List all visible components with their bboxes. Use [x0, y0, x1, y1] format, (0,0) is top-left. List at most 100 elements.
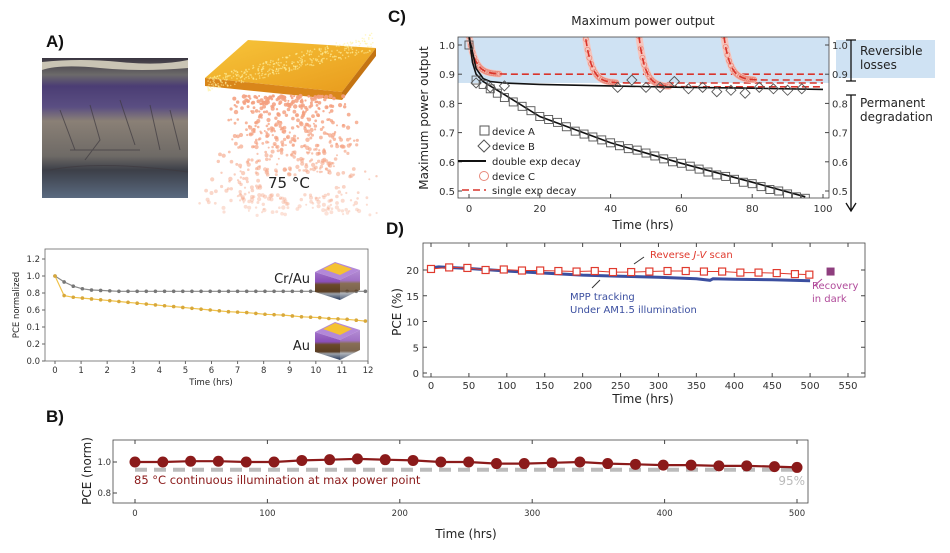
gold-speckle: [371, 37, 374, 40]
gold-speckle: [291, 61, 294, 63]
gold-particle: [351, 167, 356, 171]
device-a-point: [641, 148, 651, 158]
gold-speckle: [370, 45, 373, 48]
gold-speckle: [234, 83, 236, 86]
gold-speckle: [365, 52, 367, 54]
gold-particle: [259, 106, 264, 111]
gold-speckle: [306, 63, 309, 65]
gold-speckle: [262, 62, 265, 64]
gold-speckle: [225, 81, 227, 84]
gold-particle: [314, 196, 318, 200]
data-point-au: [144, 302, 149, 306]
gold-particle: [255, 142, 259, 145]
gold-speckle: [257, 73, 260, 75]
x-tick-label: 100: [259, 509, 275, 519]
gold-particle: [368, 178, 371, 181]
gold-particle: [278, 102, 281, 105]
gold-particle: [355, 138, 359, 142]
gold-particle: [285, 153, 289, 157]
gold-speckle: [298, 63, 301, 66]
x-tick-label: 150: [535, 381, 554, 392]
data-point-cr-au: [117, 289, 121, 294]
gold-speckle: [262, 77, 264, 79]
gold-speckle: [269, 72, 271, 75]
gold-particle: [321, 208, 326, 213]
x-tick-label: 550: [838, 381, 857, 392]
gold-particle: [241, 197, 246, 202]
gold-speckle: [338, 51, 340, 53]
gold-particle: [282, 129, 287, 134]
gold-speckle: [325, 51, 327, 53]
gold-speckle: [311, 61, 313, 63]
device-a-point: [464, 40, 474, 50]
x-tick-label: 80: [746, 204, 759, 215]
data-point-au: [208, 308, 212, 312]
gold-particle: [252, 106, 256, 110]
gold-particle: [274, 124, 277, 127]
gold-speckle: [351, 51, 354, 53]
gold-particle: [315, 104, 319, 107]
gold-speckle: [283, 67, 286, 69]
gold-particle: [375, 211, 378, 215]
gold-particle: [286, 102, 291, 108]
data-point-au: [53, 274, 57, 278]
gold-particle: [228, 180, 231, 183]
gold-speckle: [211, 87, 213, 90]
device-a-point: [544, 115, 554, 124]
x-tick-label: 200: [573, 381, 592, 392]
gold-speckle: [363, 38, 365, 40]
device-a-point: [703, 167, 713, 177]
gold-speckle: [300, 65, 302, 67]
gold-particle: [329, 109, 334, 113]
gold-speckle: [281, 67, 283, 70]
gold-speckle: [300, 57, 302, 60]
gold-particle: [286, 206, 290, 210]
x-tick-label: 60: [675, 204, 688, 215]
data-point-cr-au: [89, 288, 94, 292]
gold-particle: [256, 186, 260, 190]
data-point: [463, 456, 475, 468]
reverse-jv-point: [645, 267, 654, 276]
gold-speckle: [213, 75, 216, 78]
data-point-au: [272, 312, 276, 317]
data-point: [185, 455, 197, 467]
gold-speckle: [317, 60, 320, 63]
gold-speckle: [321, 61, 324, 63]
gold-particle: [296, 124, 299, 128]
y-tick-label: 0.7: [439, 129, 455, 140]
gold-particle: [316, 113, 320, 117]
gold-particle: [275, 170, 278, 174]
gold-particle: [342, 213, 345, 216]
gold-speckle: [324, 48, 327, 51]
gold-speckle: [277, 59, 280, 61]
gold-speckle: [236, 71, 239, 73]
gold-particle: [261, 142, 265, 145]
gold-particle: [254, 124, 257, 128]
gold-particle: [281, 205, 286, 210]
device-b-point: [739, 87, 751, 99]
gold-particle: [340, 193, 343, 196]
data-point: [546, 457, 558, 469]
gold-particle: [238, 193, 243, 197]
device-a-point: [792, 192, 801, 198]
chart-b-pce-norm: 0 100 200 300 400 500 0.8 1.0 Time (hrs) PCE (nor…: [80, 437, 809, 541]
gold-particle: [314, 119, 318, 123]
device-b-point: [498, 80, 511, 92]
gold-particle: [239, 166, 242, 169]
device-c-point: [590, 65, 596, 72]
gold-speckle: [214, 77, 216, 79]
y-tick-label: 5: [413, 343, 419, 354]
gold-particle: [301, 104, 304, 108]
gold-particle: [349, 137, 352, 140]
device-a-point: [721, 171, 731, 181]
gold-speckle: [224, 78, 226, 81]
gold-particle: [341, 171, 346, 175]
gold-particle: [239, 170, 242, 173]
gold-particle: [222, 210, 226, 214]
gold-particle: [275, 210, 279, 214]
chart-d-pce-percent: 0 50 100 150 200 250 300 350 400 450 500 550 0 5 10 15 2…: [390, 242, 866, 406]
device-b-point: [470, 77, 482, 89]
gold-speckle: [240, 70, 243, 73]
gold-particle: [244, 176, 249, 181]
gold-particle: [365, 203, 368, 206]
